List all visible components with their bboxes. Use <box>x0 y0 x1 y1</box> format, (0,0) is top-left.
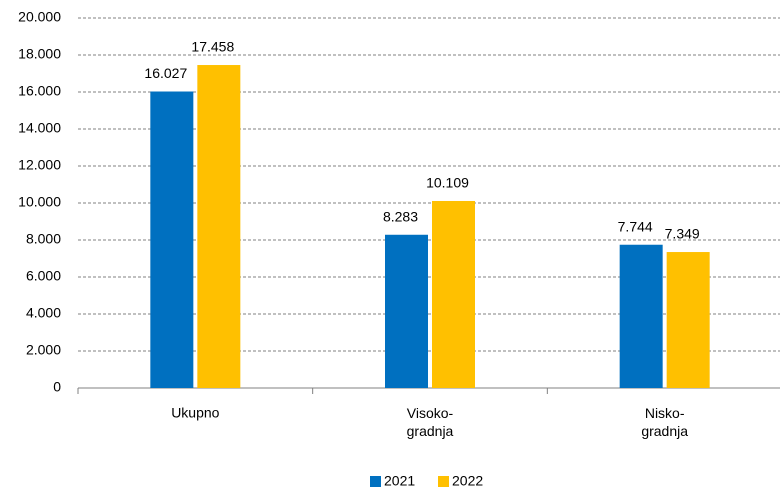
bar <box>619 244 663 388</box>
y-tick-label: 14.000 <box>18 120 61 136</box>
x-tick-label: Visoko-gradnja <box>407 405 454 439</box>
legend-label: 2021 <box>384 473 415 489</box>
legend-swatch <box>370 476 381 487</box>
bar <box>385 234 428 388</box>
value-label: 8.283 <box>383 208 418 224</box>
y-tick-label: 6.000 <box>26 268 61 284</box>
y-tick-label: 10.000 <box>18 194 61 210</box>
x-tick-label: Nisko-gradnja <box>641 405 688 439</box>
y-tick-label: 8.000 <box>26 231 61 247</box>
y-tick-label: 2.000 <box>26 342 61 358</box>
y-tick-label: 4.000 <box>26 305 61 321</box>
bar <box>150 91 194 389</box>
value-label: 10.109 <box>426 175 469 191</box>
value-label: 7.349 <box>665 226 700 242</box>
legend-swatch <box>438 476 449 487</box>
x-tick-label: Ukupno <box>171 405 219 421</box>
bar <box>197 65 241 388</box>
value-label: 16.027 <box>144 65 187 81</box>
y-tick-label: 12.000 <box>18 157 61 173</box>
value-label: 17.458 <box>191 39 234 55</box>
value-label: 7.744 <box>618 218 653 234</box>
bar <box>666 252 710 388</box>
legend-label: 2022 <box>452 473 483 489</box>
y-tick-label: 18.000 <box>18 46 61 62</box>
y-tick-label: 16.000 <box>18 83 61 99</box>
bar <box>432 200 475 388</box>
y-tick-label: 20.000 <box>18 9 61 25</box>
y-tick-label: 0 <box>53 379 61 395</box>
